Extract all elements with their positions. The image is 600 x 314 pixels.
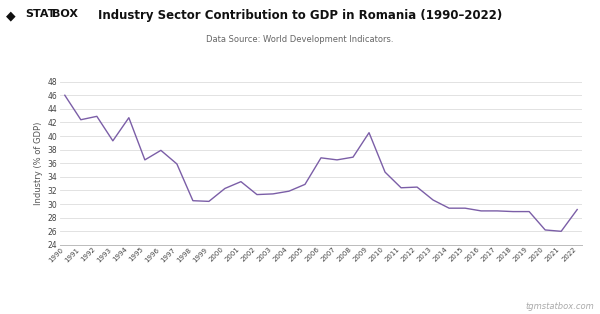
Y-axis label: Industry (% of GDP): Industry (% of GDP): [34, 122, 43, 205]
Text: Industry Sector Contribution to GDP in Romania (1990–2022): Industry Sector Contribution to GDP in R…: [98, 9, 502, 22]
Text: tgmstatbox.com: tgmstatbox.com: [525, 302, 594, 311]
Text: ◆: ◆: [6, 9, 16, 22]
Text: BOX: BOX: [52, 9, 78, 19]
Text: Data Source: World Development Indicators.: Data Source: World Development Indicator…: [206, 35, 394, 44]
Text: STAT: STAT: [25, 9, 56, 19]
